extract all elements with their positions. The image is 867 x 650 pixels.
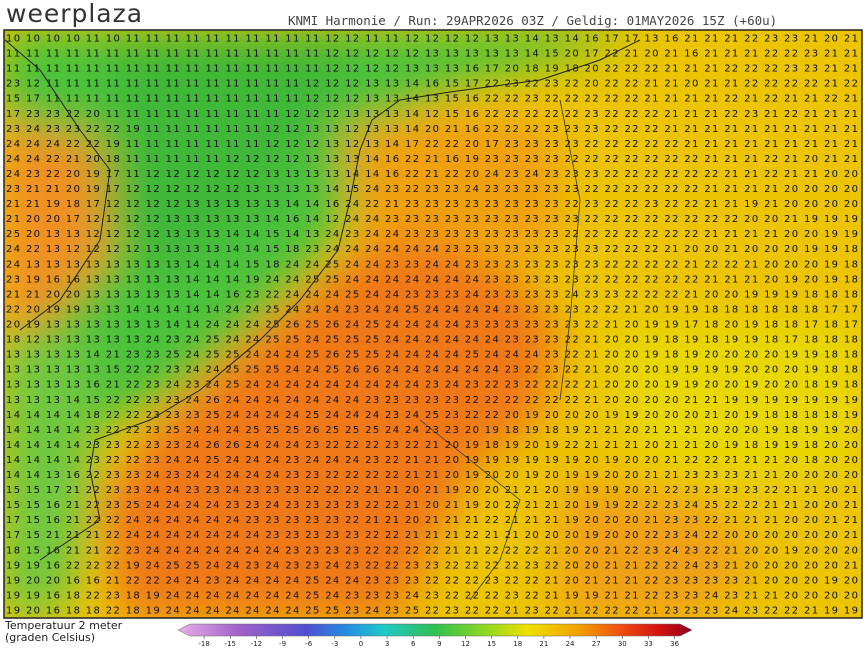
grid-row: 15 15 17 21 22 23 23 24 24 23 23 24 23 2… <box>6 485 858 496</box>
legend-title: (graden Celsius) <box>5 631 95 644</box>
grid-row: 14 14 14 14 23 23 22 23 23 24 26 26 24 2… <box>6 440 858 451</box>
tick-label: 36 <box>670 640 679 648</box>
tick-label: 9 <box>437 640 441 648</box>
grid-row: 17 23 23 22 20 11 11 11 11 11 11 11 11 1… <box>6 109 858 120</box>
tick-label: 27 <box>592 640 601 648</box>
grid-row: 13 13 13 13 13 15 22 22 23 24 24 25 25 2… <box>6 365 858 376</box>
grid-row: 14 14 13 16 22 23 23 24 23 24 24 24 24 2… <box>6 470 858 481</box>
tick-label: -12 <box>251 640 262 648</box>
grid-row: 11 11 11 11 11 11 11 11 11 11 11 11 11 1… <box>6 49 858 60</box>
grid-row: 18 15 16 21 21 22 23 24 24 24 24 24 24 2… <box>6 545 858 556</box>
grid-row: 10 10 10 10 11 10 11 11 11 11 11 11 11 1… <box>6 34 858 45</box>
grid-row: 13 13 13 14 15 22 22 23 23 24 26 24 24 2… <box>6 395 858 406</box>
grid-row: 24 13 13 13 13 13 13 13 13 14 14 14 15 1… <box>6 259 858 270</box>
grid-row: 24 22 13 12 12 12 12 13 13 13 13 14 14 1… <box>6 244 858 255</box>
grid-row: 19 19 16 22 22 22 19 24 25 25 24 24 23 2… <box>6 560 858 571</box>
grid-row: 19 19 16 18 22 23 18 19 24 24 24 24 24 2… <box>6 590 858 601</box>
tick-label: 33 <box>644 640 653 648</box>
grid-row: 17 15 21 21 21 22 24 24 24 24 24 24 24 2… <box>6 530 858 541</box>
grid-row: 23 19 16 16 13 13 13 13 13 14 14 14 19 2… <box>6 274 858 285</box>
grid-row: 24 23 22 20 19 17 11 12 12 12 12 12 12 1… <box>6 169 858 180</box>
run-info: KNMI Harmonie / Run: 29APR2026 03Z / Gel… <box>288 13 777 28</box>
grid-row: 25 20 13 13 12 12 12 12 13 13 13 14 14 1… <box>6 229 858 240</box>
logo: weerplaza <box>6 0 143 28</box>
grid-row: 20 19 13 13 13 13 13 13 14 14 24 24 24 2… <box>6 320 858 331</box>
tick-label: 21 <box>539 640 548 648</box>
grid-row: 23 12 11 11 11 11 11 11 11 11 11 11 11 1… <box>6 79 858 90</box>
grid-row: 17 15 16 21 22 22 24 24 24 24 24 24 23 2… <box>6 515 858 526</box>
temperature-field <box>4 30 862 618</box>
grid-row: 22 20 19 19 13 13 14 14 14 14 14 24 24 2… <box>6 304 858 315</box>
tick-label: -9 <box>279 640 286 648</box>
grid-row: 21 21 20 20 13 13 13 13 13 14 14 16 23 2… <box>6 289 858 300</box>
tick-label: -6 <box>305 640 313 648</box>
grid-row: 18 12 13 13 13 13 13 24 23 24 25 24 24 2… <box>6 335 858 346</box>
grid-row: 11 11 11 11 11 11 11 11 11 11 11 11 11 1… <box>6 64 858 75</box>
tick-label: -15 <box>225 640 236 648</box>
grid-row: 21 20 20 17 12 12 12 12 13 13 13 13 13 1… <box>6 214 858 225</box>
legend-title: Temperatuur 2 meter <box>4 619 123 632</box>
tick-label: -3 <box>331 640 338 648</box>
colorbar-ticks: -18 -15 -12 -9 -6 -3 0 3 6 9 12 15 18 21 24 27 30 33 36 <box>198 636 680 648</box>
grid-row: 23 21 21 20 19 17 12 12 12 12 12 12 13 1… <box>6 184 858 195</box>
tick-label: 12 <box>461 640 470 648</box>
grid-row: 14 14 14 14 18 22 22 23 23 23 25 24 24 2… <box>6 410 858 421</box>
tick-label: 24 <box>566 640 575 648</box>
grid-row: 24 24 22 21 20 18 11 11 11 11 11 12 12 1… <box>6 154 858 165</box>
tick-label: 15 <box>487 640 496 648</box>
grid-row: 21 21 19 18 17 12 12 12 12 13 13 13 13 1… <box>6 199 858 210</box>
grid-row: 23 24 23 23 22 22 19 11 11 11 11 11 11 1… <box>6 124 858 135</box>
grid-row: 15 15 16 21 22 23 25 24 24 24 24 23 23 2… <box>6 500 858 511</box>
grid-row: 15 17 11 11 11 11 11 11 11 11 11 11 11 1… <box>6 94 858 105</box>
grid-row: 13 13 13 13 14 21 23 23 25 24 25 25 24 2… <box>6 350 858 361</box>
colorbar <box>177 623 693 637</box>
tick-label: 3 <box>385 640 389 648</box>
grid-row: 19 20 16 18 18 22 18 19 24 24 24 24 24 2… <box>6 606 858 617</box>
grid-row: 13 13 13 13 16 21 22 23 24 23 24 25 24 2… <box>6 380 858 391</box>
tick-label: 18 <box>513 640 522 648</box>
grid-row: 19 20 20 16 16 21 22 22 24 24 23 24 24 2… <box>6 575 858 586</box>
grid-row: 24 24 24 22 22 19 11 11 11 11 11 11 11 1… <box>6 139 858 150</box>
tick-label: -18 <box>198 640 209 648</box>
tick-label: 30 <box>618 640 627 648</box>
grid-row: 14 14 14 14 23 22 22 23 25 24 24 24 25 2… <box>6 425 858 436</box>
map-frame <box>3 29 863 619</box>
tick-label: 0 <box>359 640 363 648</box>
grid-row: 14 14 14 14 23 22 22 23 24 24 25 24 24 2… <box>6 455 858 466</box>
value-grid: 10 10 10 10 11 10 11 11 11 11 11 11 11 1… <box>6 34 858 617</box>
tick-label: 6 <box>411 640 416 648</box>
